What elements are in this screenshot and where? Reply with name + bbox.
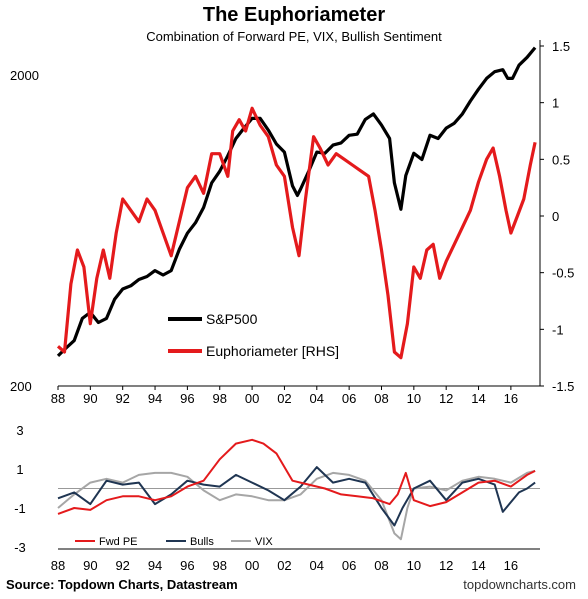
- bottom-x-tick-label: 90: [83, 558, 97, 573]
- top-x-tick-label: 98: [213, 391, 227, 406]
- right-y-tick-label: 0.5: [552, 152, 570, 167]
- top-x-tick-label: 90: [83, 391, 97, 406]
- right-y-tick-label: -1: [552, 322, 564, 337]
- bottom-x-tick-label: 16: [504, 558, 518, 573]
- chart-title: The Euphoriameter: [202, 4, 386, 26]
- bottom-y-tick-label: -3: [14, 540, 26, 555]
- bottom-x-tick-label: 12: [439, 558, 453, 573]
- euphoriameter-series-line: [56, 106, 537, 360]
- bottom-y-tick-label: 1: [16, 462, 23, 477]
- right-y-tick-label: -0.5: [552, 266, 574, 281]
- top-x-tick-label: 12: [439, 391, 453, 406]
- right-y-tick-label: 1.5: [552, 39, 570, 54]
- source-note: Source: Topdown Charts, Datastream: [6, 577, 238, 592]
- bottom-x-tick-label: 88: [51, 558, 65, 573]
- top-x-tick-label: 04: [310, 391, 324, 406]
- bottom-x-tick-label: 10: [407, 558, 421, 573]
- bottom-x-tick-label: 94: [148, 558, 162, 573]
- top-x-tick-label: 88: [51, 391, 65, 406]
- top-x-tick-label: 92: [115, 391, 129, 406]
- right-y-tick-label: -1.5: [552, 379, 574, 394]
- bottom-x-tick-label: 06: [342, 558, 356, 573]
- top-x-tick-label: 02: [277, 391, 291, 406]
- bottom-y-tick-label: 3: [16, 423, 23, 438]
- top-x-tick-label: 10: [407, 391, 421, 406]
- top-x-tick-label: 00: [245, 391, 259, 406]
- fwd-pe-series-line: [57, 438, 536, 515]
- bottom-x-tick-label: 00: [245, 558, 259, 573]
- top-x-tick-label: 16: [504, 391, 518, 406]
- sp500-series-line: [56, 46, 537, 358]
- left-y-tick-label: 200: [10, 379, 32, 394]
- bottom-y-tick-label: -1: [14, 501, 26, 516]
- bottom-x-tick-label: 98: [213, 558, 227, 573]
- bottom-x-tick-label: 96: [180, 558, 194, 573]
- bottom-x-tick-label: 04: [310, 558, 324, 573]
- top-x-tick-label: 94: [148, 391, 162, 406]
- top-x-tick-label: 06: [342, 391, 356, 406]
- vix-series-line: [57, 469, 536, 541]
- site-credit: topdowncharts.com: [463, 577, 576, 592]
- legend-label-fwd-pe: Fwd PE: [99, 536, 138, 548]
- bottom-x-tick-label: 92: [115, 558, 129, 573]
- bottom-x-tick-label: 08: [374, 558, 388, 573]
- bottom-x-tick-label: 14: [471, 558, 485, 573]
- legend-label-bulls: Bulls: [190, 536, 214, 548]
- top-x-tick-label: 08: [374, 391, 388, 406]
- legend-label-euphoriameter: Euphoriameter [RHS]: [206, 343, 339, 359]
- top-x-tick-label: 96: [180, 391, 194, 406]
- right-y-tick-label: 0: [552, 209, 559, 224]
- chart-subtitle: Combination of Forward PE, VIX, Bullish …: [146, 29, 442, 44]
- top-x-tick-label: 14: [471, 391, 485, 406]
- bottom-x-tick-label: 02: [277, 558, 291, 573]
- legend-label-vix: VIX: [255, 536, 273, 548]
- legend-label-sp500: S&P500: [206, 311, 258, 327]
- right-y-tick-label: 1: [552, 96, 559, 111]
- left-y-tick-label: 2000: [10, 68, 39, 83]
